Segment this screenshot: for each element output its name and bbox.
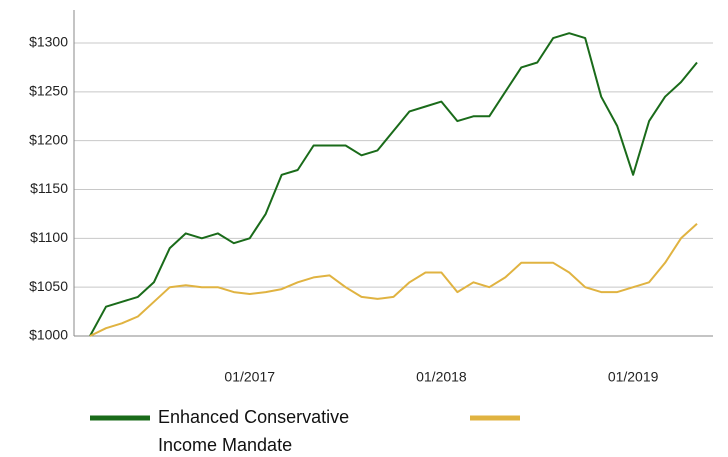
- series-line: [89, 32, 698, 337]
- y-tick-label: $1150: [30, 180, 68, 196]
- x-tick-label: 01/2017: [224, 369, 275, 385]
- legend-label: Enhanced Conservative Income Mandate: [158, 407, 349, 455]
- y-tick-label: $1100: [30, 229, 68, 245]
- series-line: [89, 222, 698, 337]
- y-tick-label: $1050: [29, 278, 68, 294]
- y-tick-label: $1000: [29, 327, 68, 343]
- x-tick-label: 01/2018: [416, 369, 467, 385]
- y-tick-label: $1300: [29, 34, 68, 50]
- y-tick-label: $1200: [29, 131, 68, 147]
- y-tick-label: $1250: [29, 83, 68, 99]
- x-tick-label: 01/2019: [608, 369, 659, 385]
